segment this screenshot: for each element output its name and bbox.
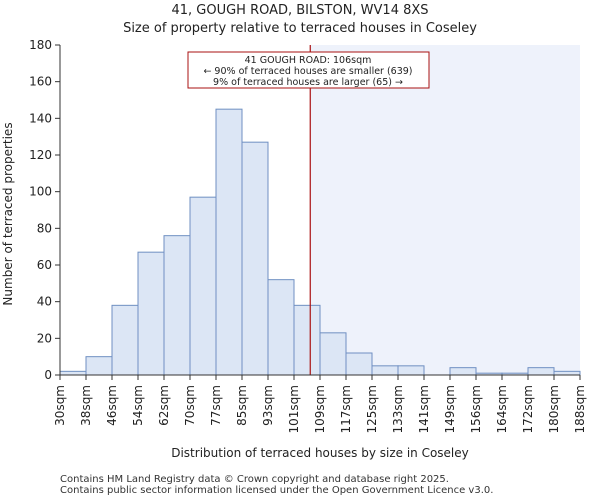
x-tick-label: 93sqm: [261, 385, 275, 426]
y-tick-label: 60: [37, 258, 52, 272]
annotation-line-1: 41 GOUGH ROAD: 106sqm: [245, 55, 372, 66]
x-tick-label: 180sqm: [547, 385, 561, 433]
annotation-line-2: ← 90% of terraced houses are smaller (63…: [203, 66, 412, 77]
x-tick-label: 125sqm: [365, 385, 379, 433]
bar-77sqm: [215, 108, 243, 376]
highlight-region: [310, 45, 580, 375]
x-tick-label: 101sqm: [287, 385, 301, 433]
y-tick-label: 140: [29, 111, 52, 125]
bar-101sqm: [293, 304, 321, 376]
bar-93sqm: [267, 279, 295, 376]
x-tick-label: 133sqm: [391, 385, 405, 433]
x-tick-label: 85sqm: [235, 385, 249, 426]
x-tick-label: 156sqm: [469, 385, 483, 433]
x-tick-label: 141sqm: [417, 385, 431, 433]
x-tick-label: 117sqm: [339, 385, 353, 433]
x-tick-label: 77sqm: [209, 385, 223, 426]
y-tick-label: 40: [37, 295, 52, 309]
bar-125sqm: [371, 365, 399, 376]
chart-subtitle: Size of property relative to terraced ho…: [123, 21, 477, 36]
footer-line-1: Contains HM Land Registry data © Crown c…: [60, 474, 449, 485]
x-tick-label: 109sqm: [313, 385, 327, 433]
bar-38sqm: [85, 356, 113, 376]
bar-54sqm: [137, 251, 165, 376]
x-tick-label: 62sqm: [157, 385, 171, 426]
y-axis-label: Number of terraced properties: [1, 122, 15, 305]
x-tick-label: 149sqm: [443, 385, 457, 433]
bar-172sqm: [527, 367, 555, 376]
y-tick-label: 160: [29, 75, 52, 89]
y-tick-label: 80: [37, 221, 52, 235]
x-tick-label: 54sqm: [131, 385, 145, 426]
bar-149sqm: [449, 367, 477, 376]
x-tick-label: 30sqm: [53, 385, 67, 426]
chart-title: 41, GOUGH ROAD, BILSTON, WV14 8XS: [171, 3, 429, 18]
bar-117sqm: [345, 352, 373, 376]
bar-30sqm: [59, 370, 87, 376]
y-tick-label: 120: [29, 148, 52, 162]
x-tick-label: 38sqm: [79, 385, 93, 426]
y-tick-label: 0: [44, 368, 52, 382]
annotation-line-3: 9% of terraced houses are larger (65) →: [213, 77, 403, 88]
footer-line-2: Contains public sector information licen…: [60, 485, 494, 496]
x-tick-label: 172sqm: [521, 385, 535, 433]
y-tick-label: 180: [29, 38, 52, 52]
bar-46sqm: [111, 304, 139, 376]
bar-70sqm: [189, 196, 217, 376]
x-tick-label: 164sqm: [495, 385, 509, 433]
x-tick-label: 46sqm: [105, 385, 119, 426]
annotation-box: [187, 51, 430, 89]
bar-180sqm: [553, 370, 581, 376]
x-tick-label: 70sqm: [183, 385, 197, 426]
bar-62sqm: [163, 235, 191, 376]
bar-109sqm: [319, 332, 347, 376]
x-tick-label: 188sqm: [573, 385, 587, 433]
y-tick-label: 100: [29, 185, 52, 199]
y-tick-label: 20: [37, 331, 52, 345]
bar-133sqm: [397, 365, 425, 376]
x-axis-label: Distribution of terraced houses by size …: [171, 446, 469, 460]
bar-85sqm: [241, 141, 269, 376]
